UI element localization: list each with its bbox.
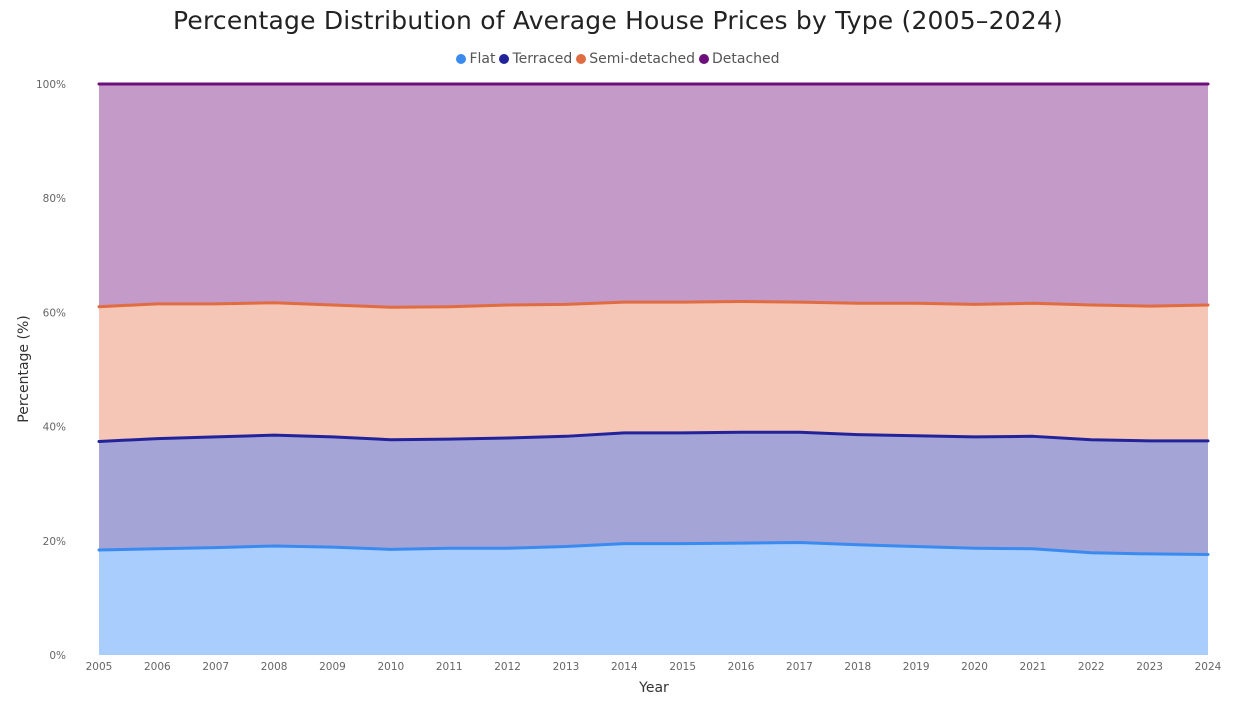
x-tick-label-12: 2017 [786, 661, 813, 673]
legend-label-1: Terraced [512, 51, 573, 67]
x-tick-label-1: 2006 [144, 661, 171, 673]
x-tick-label-19: 2024 [1195, 661, 1222, 673]
legend-item-3[interactable]: Detached [699, 51, 780, 67]
y-tick-label-2: 40% [43, 422, 66, 434]
legend-item-1[interactable]: Terraced [499, 51, 572, 67]
y-axis-title: Percentage (%) [16, 315, 32, 422]
x-tick-label-9: 2014 [611, 661, 638, 673]
legend-dot-2 [576, 54, 587, 64]
line-1 [97, 430, 1210, 443]
x-axis-ticks: 2005 2006 2007 2008 2009 2010 2011 2012 2013 2014… [86, 661, 1222, 673]
x-tick-label-3: 2008 [261, 661, 288, 673]
legend-dot-0 [456, 54, 467, 64]
x-tick-label-11: 2016 [728, 661, 755, 673]
y-tick-label-5: 100% [36, 79, 66, 91]
legend-item-0[interactable]: Flat [456, 51, 495, 67]
x-tick-label-7: 2012 [494, 661, 521, 673]
x-tick-label-18: 2023 [1136, 661, 1163, 673]
area-1 [99, 432, 1208, 555]
x-tick-label-2: 2007 [202, 661, 229, 673]
x-tick-label-14: 2019 [903, 661, 930, 673]
x-axis-title: Year [638, 680, 669, 696]
x-tick-label-10: 2015 [669, 661, 696, 673]
x-tick-label-8: 2013 [553, 661, 580, 673]
y-tick-label-0: 0% [49, 650, 66, 662]
legend-label-0: Flat [469, 51, 496, 67]
legend: Flat Terraced Semi-detached Detached [0, 51, 1236, 67]
x-tick-label-5: 2010 [377, 661, 404, 673]
x-tick-label-15: 2020 [961, 661, 988, 673]
area-2 [99, 301, 1208, 442]
x-tick-label-16: 2021 [1020, 661, 1047, 673]
line-layer [97, 82, 1210, 556]
y-tick-label-3: 60% [43, 307, 66, 319]
x-tick-label-4: 2009 [319, 661, 346, 673]
y-tick-label-4: 80% [43, 193, 66, 205]
y-axis-ticks: 0% 20% 40% 60% 80% 100% [36, 79, 66, 662]
legend-label-2: Semi-detached [589, 51, 695, 67]
line-0 [97, 541, 1210, 556]
x-tick-label-17: 2022 [1078, 661, 1105, 673]
y-tick-label-1: 20% [43, 536, 66, 548]
x-tick-label-0: 2005 [86, 661, 113, 673]
line-2 [97, 300, 1210, 309]
legend-item-2[interactable]: Semi-detached [576, 51, 695, 67]
area-3 [99, 84, 1208, 308]
legend-dot-3 [699, 54, 709, 64]
x-tick-label-13: 2018 [844, 661, 871, 673]
area-layer [99, 84, 1208, 655]
area-0 [99, 542, 1208, 655]
x-tick-label-6: 2011 [436, 661, 463, 673]
legend-dot-1 [499, 54, 510, 64]
legend-label-3: Detached [712, 51, 780, 67]
chart-title: Percentage Distribution of Average House… [173, 6, 1063, 35]
